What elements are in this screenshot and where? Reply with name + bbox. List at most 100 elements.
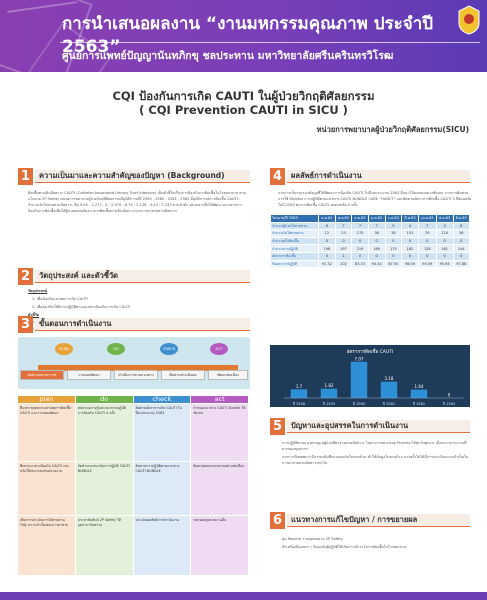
results-cell: 0: [417, 236, 437, 246]
banner-title: การนำเสนอผลงาน “งานมหกรรมคุณภาพ ประจำปี …: [62, 14, 434, 57]
objective-item: 2. เพื่อส่งเสริมให้มีการปฏิบัติตามแนวทาง…: [32, 305, 131, 309]
results-cell: 5: [384, 221, 403, 231]
process-step: วางแผนพัฒนา: [67, 370, 111, 380]
objective-heading: วัตถุประสงค์: [28, 289, 48, 293]
section-label: ปัญหาและอุปสรรคในการดำเนินงาน: [291, 421, 409, 430]
banner-divider: [60, 42, 480, 43]
chart-data-label: 1.64: [415, 384, 424, 389]
section-label-bar: ขั้นตอนการดำเนินงาน: [35, 318, 250, 331]
section-4-header: 4 ผลลัพธ์การดำเนินงาน: [270, 168, 470, 185]
results-row: จำนวนผู้ป่วยใส่สายสวน 6 7 7 7 5 4 7 3 8: [270, 221, 470, 231]
results-month: มิ.ย.63: [452, 214, 470, 223]
results-row: จำนวนการปฏิบัติ 198 197 219 169 175 182 128 161 1…: [270, 244, 470, 253]
section-number: 3: [18, 316, 33, 333]
results-cell: 0: [384, 236, 403, 246]
results-cell: 94.44: [367, 259, 386, 269]
section-number: 2: [18, 268, 33, 285]
pdca-table: plan do check act ทีมประชุมทบทวนสาเหตุกา…: [17, 395, 249, 576]
results-row-label: จำนวนผู้ป่วยใส่สายสวน: [270, 221, 319, 231]
results-month: เม.ย.63: [417, 214, 437, 223]
results-cell: 0: [435, 251, 454, 261]
cauti-chart-svg: อัตราการติดเชื้อ CAUTI 1.7 ปี 2558 1.82 ปี 2…: [284, 348, 464, 406]
chart-data-label: 3.18: [385, 376, 394, 381]
problem-item: จากการนิเทศพบว่ามีการลงบันทึกแบบฟอร์มไม่…: [282, 455, 469, 465]
cycle-do: DO: [107, 343, 125, 355]
section-label-bar: ผลลัพธ์การดำเนินงาน: [287, 170, 470, 183]
pdca-cell: ประชาสัมพันธ์ 2P Safety ให้บุคลากรรับทรา…: [74, 515, 134, 576]
results-cell: 170: [351, 229, 369, 238]
results-cell: 0: [401, 236, 419, 246]
section-label: ขั้นตอนการดำเนินงาน: [39, 319, 112, 328]
results-cell: 95.09: [417, 259, 437, 269]
header-banner: การนำเสนอผลงาน “งานมหกรรมคุณภาพ ประจำปี …: [0, 0, 487, 72]
results-cell: 8: [452, 221, 470, 231]
section-number: 1: [18, 168, 33, 185]
chart-category-label: ปี 2558: [293, 401, 305, 406]
pdca-cell: ทีมประชุมทบทวนสาเหตุการติดเชื้อ CAUTI แล…: [17, 403, 76, 462]
section-label-bar: แนวทางการแก้ไขปัญหา / การขยายผล: [287, 514, 470, 527]
results-cell: 87.50: [384, 259, 403, 269]
results-row: อัตราการติดเชื้อ 0 1 0 0 0 0 0 0 0: [270, 251, 470, 261]
chart-bar: [380, 381, 398, 398]
results-header-label: ไตรมาส/ปี 2563: [270, 214, 319, 223]
results-row: จำนวนวันใส่สายสวน 12 23 170 36 38 151 29 124 36: [270, 229, 470, 238]
results-cell: 182: [401, 244, 419, 253]
chart-category-label: ปี 2560: [353, 401, 365, 406]
results-month: พ.ย.62: [334, 214, 353, 223]
chart-category-label: ปี 2562: [413, 401, 425, 406]
results-cell: 7: [351, 221, 369, 231]
section-label-bar: ความเป็นมาและความสำคัญของปัญหา (Backgrou…: [35, 170, 250, 183]
chart-bar: [290, 389, 308, 398]
results-cell: 29: [417, 229, 437, 238]
pdca-cell: ติดตามผลและทบทวนอย่างต่อเนื่อง: [190, 461, 249, 516]
section-label-bar: ปัญหาและอุปสรรคในการดำเนินงาน: [287, 420, 470, 433]
pdca-cell: ติดตามการปฏิบัติตามแนวทาง CAUTI BUNDLE: [132, 461, 192, 516]
pdca-header-act: act: [190, 395, 249, 404]
chart-title: อัตราการติดเชื้อ CAUTI: [347, 348, 393, 355]
process-arrow: [38, 365, 238, 371]
section-label-bar: วัตถุประสงค์ และตัวชี้วัด: [35, 270, 250, 283]
results-cell: 12: [318, 229, 336, 238]
results-row-label: อัตราการติดเชื้อ: [270, 251, 319, 261]
unit-label: หน่วยการพยาบาลผู้ป่วยวิกฤติศัลยกรรม(SICU…: [316, 125, 469, 134]
chart-category-label: ปี 2561: [383, 401, 395, 406]
indicator-heading: ตัวชี้วัด: [28, 313, 40, 317]
results-row: ร้อยละการปฏิบัติ 91.32 102 83.33 94.44 87.50 9…: [270, 259, 470, 269]
results-row-label: จำนวนการปฏิบัติ: [270, 244, 319, 253]
section-number: 5: [270, 418, 285, 435]
pdca-cell: กำหนดแนวทาง CAUTI Bundle ให้ชัดเจน: [190, 403, 249, 462]
results-cell: 0: [401, 251, 419, 261]
results-row-label: ร้อยละการปฏิบัติ: [270, 259, 319, 269]
section-3-header: 3 ขั้นตอนการดำเนินงาน: [18, 316, 250, 333]
results-row: จำนวนครั้งติดเชื้อ 0 0 0 0 0 0 0 0 0: [270, 236, 470, 246]
process-step: ติดตามประเมินผล: [161, 370, 205, 380]
process-step: พัฒนาต่อเนื่อง: [208, 370, 248, 380]
results-cell: 98.09: [401, 259, 419, 269]
results-cell: 0: [367, 236, 386, 246]
banner-subtitle: ศูนย์การแพทย์ปัญญานันทภิกขุ ชลประทาน มหา…: [62, 50, 394, 62]
results-cell: 144: [452, 244, 470, 253]
section-5-header: 5 ปัญหาและอุปสรรคในการดำเนินงาน: [270, 418, 470, 435]
footer-bar: [0, 592, 487, 600]
results-cell: 36: [367, 229, 386, 238]
results-cell: 0: [318, 236, 336, 246]
results-row-label: จำนวนวันใส่สายสวน: [270, 229, 319, 238]
pdca-cell: ขยายผลสู่หน่วยงานอื่น: [190, 515, 249, 576]
results-cell: 7: [417, 221, 437, 231]
pdca-cell: ติดตามอัตราการเกิด CAUTI ในปีงบประมาณ 25…: [132, 403, 192, 462]
chart-category-label: ปี 2563: [443, 401, 455, 406]
results-cell: 7: [367, 221, 386, 231]
objective-item: 1. เพื่อป้องกันและลดการเกิด CAUTI: [32, 297, 88, 301]
results-cell: 23: [334, 229, 353, 238]
results-cell: 0: [351, 251, 369, 261]
results-cell: 0: [351, 236, 369, 246]
results-month: พ.ค.63: [435, 214, 454, 223]
pdca-cell: ประเมินผลลัพธ์การดำเนินงาน: [132, 515, 192, 576]
section-label: วัตถุประสงค์ และตัวชี้วัด: [39, 271, 119, 280]
background-text: ติดเชื้อทางเดินปัสสาวะ CAUTI (Catheter-A…: [28, 191, 247, 213]
results-cell: 0: [452, 251, 470, 261]
pdca-cell: เพิ่มการประเมินการใส่สายสวน Tidy ความจำเ…: [17, 515, 76, 576]
cauti-chart: อัตราการติดเชื้อ CAUTI 1.7 ปี 2558 1.82 ปี 2…: [270, 345, 470, 407]
chart-data-label: 7.07: [355, 356, 364, 361]
results-cell: 175: [384, 244, 403, 253]
